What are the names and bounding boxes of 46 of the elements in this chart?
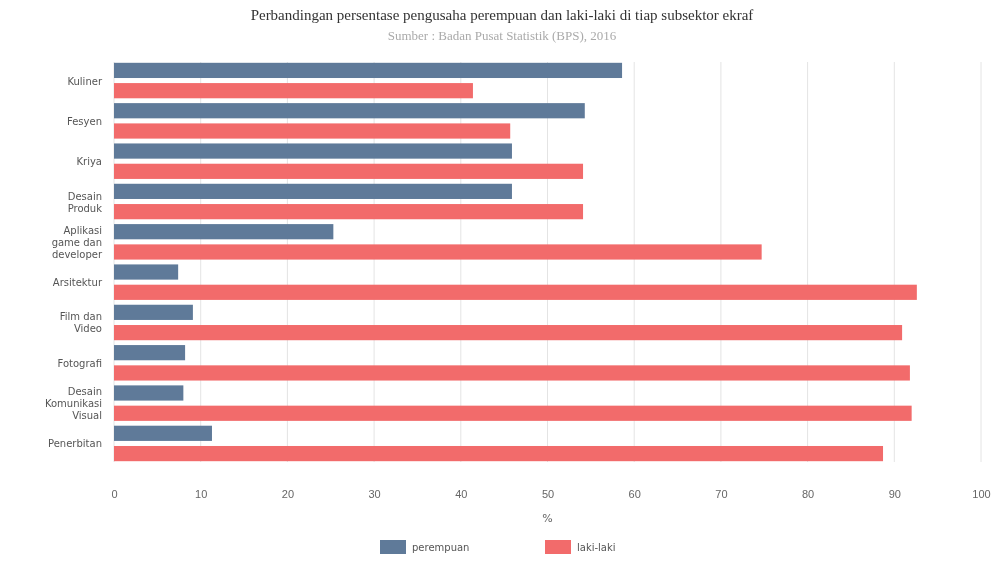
x-tick-label: 40 bbox=[455, 487, 468, 500]
bar bbox=[114, 345, 186, 361]
bar bbox=[114, 62, 623, 79]
x-tick-label: 60 bbox=[628, 487, 641, 500]
y-tick-label: Arsitektur bbox=[52, 277, 103, 289]
bar bbox=[114, 204, 584, 220]
bar bbox=[114, 304, 193, 320]
y-tick-label: Film dan Video bbox=[59, 311, 102, 335]
y-tick-label: Fotografi bbox=[57, 357, 102, 369]
y-tick-label: Aplikasi game dan developer bbox=[51, 224, 103, 260]
y-tick-label: Penerbitan bbox=[48, 438, 102, 450]
x-tick-label: 70 bbox=[715, 487, 728, 500]
x-tick-label: 50 bbox=[541, 487, 555, 500]
x-tick-label: 20 bbox=[281, 487, 295, 500]
bar bbox=[114, 244, 762, 260]
legend-label: perempuan bbox=[412, 542, 470, 553]
y-tick-label: Desain Produk bbox=[67, 190, 103, 214]
bar bbox=[114, 103, 585, 119]
x-tick-label: 0 bbox=[111, 487, 118, 500]
bar bbox=[114, 425, 212, 441]
y-tick-label: Kuliner bbox=[67, 75, 103, 87]
legend-label: laki-laki bbox=[577, 542, 616, 553]
bar bbox=[114, 325, 903, 341]
x-axis-title: % bbox=[542, 512, 553, 525]
bar bbox=[114, 385, 184, 401]
y-tick-label: Fesyen bbox=[67, 115, 102, 127]
bar bbox=[114, 365, 910, 381]
bar bbox=[114, 183, 512, 199]
x-tick-label: 100 bbox=[972, 487, 991, 500]
chart-subtitle: Sumber : Badan Pusat Statistik (BPS), 2016 bbox=[387, 28, 617, 43]
x-tick-label: 30 bbox=[368, 487, 381, 500]
y-tick-label: Desain Komunikasi Visual bbox=[44, 386, 102, 422]
x-tick-label: 10 bbox=[195, 487, 208, 500]
bar bbox=[114, 405, 912, 421]
y-tick-label: Kriya bbox=[76, 156, 102, 168]
bar bbox=[114, 445, 884, 462]
chart-title: Perbandingan persentase pengusaha perempuan dan laki-laki di tiap subsektor ekraf bbox=[250, 7, 754, 23]
bar bbox=[114, 284, 917, 300]
bar bbox=[114, 123, 511, 139]
x-tick-label: 80 bbox=[801, 487, 815, 500]
x-tick-label: 90 bbox=[888, 487, 901, 500]
bar bbox=[114, 264, 179, 280]
bar bbox=[114, 224, 334, 240]
bar bbox=[114, 83, 473, 99]
bar bbox=[114, 143, 512, 159]
bar bbox=[114, 163, 584, 179]
